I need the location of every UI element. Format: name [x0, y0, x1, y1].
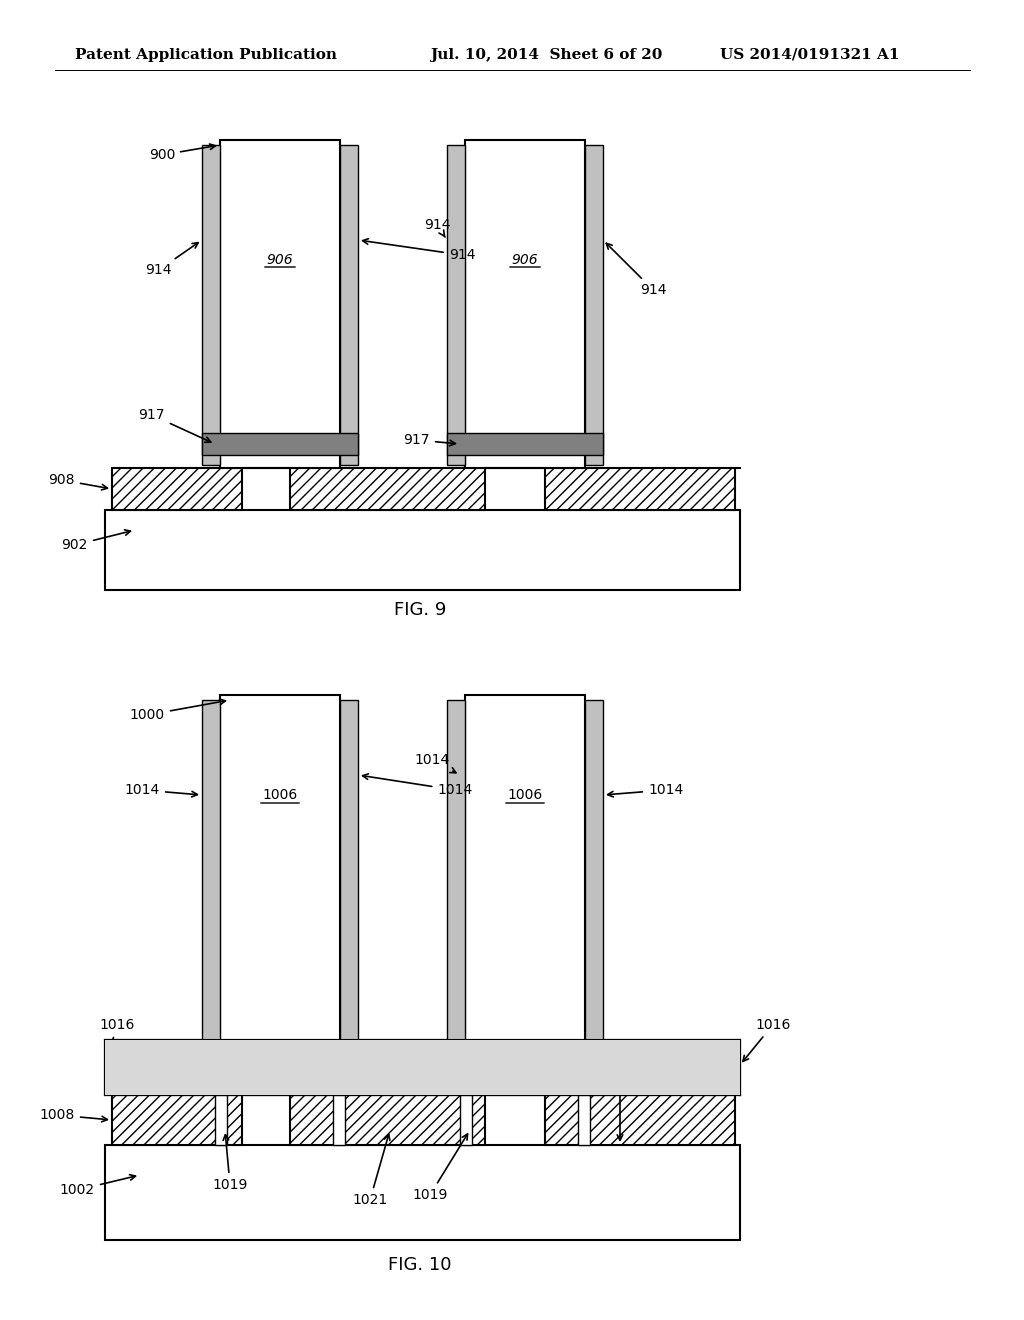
Text: 1014: 1014: [125, 783, 198, 797]
Text: 1014: 1014: [607, 783, 683, 797]
Bar: [112, 1096, 242, 1144]
Bar: [112, 469, 242, 510]
Text: 914: 914: [424, 218, 451, 238]
Bar: [105, 510, 740, 590]
Text: 902: 902: [61, 529, 130, 552]
Text: 917: 917: [138, 408, 211, 442]
Bar: [202, 145, 220, 465]
Bar: [333, 1096, 345, 1144]
Bar: [105, 1144, 740, 1239]
Bar: [447, 700, 465, 1045]
Text: 1002: 1002: [59, 1175, 135, 1197]
Bar: [105, 1040, 740, 1096]
Bar: [220, 696, 340, 1040]
Text: 1021: 1021: [352, 1134, 390, 1206]
Text: FIG. 9: FIG. 9: [394, 601, 446, 619]
Text: 1016: 1016: [743, 1018, 791, 1061]
Bar: [447, 433, 603, 455]
Text: 917: 917: [403, 433, 456, 447]
Text: 1019: 1019: [212, 1135, 248, 1192]
Bar: [545, 469, 735, 510]
Bar: [220, 140, 340, 469]
Bar: [105, 1040, 740, 1096]
Text: 906: 906: [266, 253, 293, 267]
Bar: [465, 696, 585, 1040]
Text: 1006: 1006: [262, 788, 298, 803]
Bar: [585, 700, 603, 1045]
Text: 906: 906: [512, 253, 539, 267]
Bar: [545, 1096, 735, 1144]
Text: US 2014/0191321 A1: US 2014/0191321 A1: [720, 48, 899, 62]
Text: 1014: 1014: [415, 752, 456, 772]
Text: T2: T2: [402, 1059, 419, 1072]
Text: 1014: 1014: [362, 774, 473, 797]
Bar: [202, 433, 358, 455]
Text: 900: 900: [148, 144, 215, 162]
Bar: [105, 1040, 740, 1096]
Text: 1019: 1019: [413, 1134, 468, 1203]
Bar: [460, 1096, 472, 1144]
Bar: [585, 145, 603, 465]
Text: 1016: 1016: [99, 1018, 135, 1060]
Bar: [215, 1096, 227, 1144]
Bar: [465, 140, 585, 469]
Bar: [290, 1096, 485, 1144]
Bar: [340, 145, 358, 465]
Text: FIG. 10: FIG. 10: [388, 1257, 452, 1274]
Text: 1008: 1008: [40, 1107, 108, 1122]
Bar: [578, 1096, 590, 1144]
Text: T1: T1: [640, 1082, 657, 1097]
Bar: [202, 700, 220, 1045]
Text: 914: 914: [362, 239, 475, 261]
Bar: [290, 469, 485, 510]
Bar: [340, 700, 358, 1045]
Text: 1000: 1000: [130, 700, 225, 722]
Text: 908: 908: [48, 473, 108, 490]
Text: 914: 914: [145, 243, 199, 277]
Text: 914: 914: [606, 243, 667, 297]
Text: Patent Application Publication: Patent Application Publication: [75, 48, 337, 62]
Text: Jul. 10, 2014  Sheet 6 of 20: Jul. 10, 2014 Sheet 6 of 20: [430, 48, 663, 62]
Text: 1006: 1006: [507, 788, 543, 803]
Bar: [447, 145, 465, 465]
